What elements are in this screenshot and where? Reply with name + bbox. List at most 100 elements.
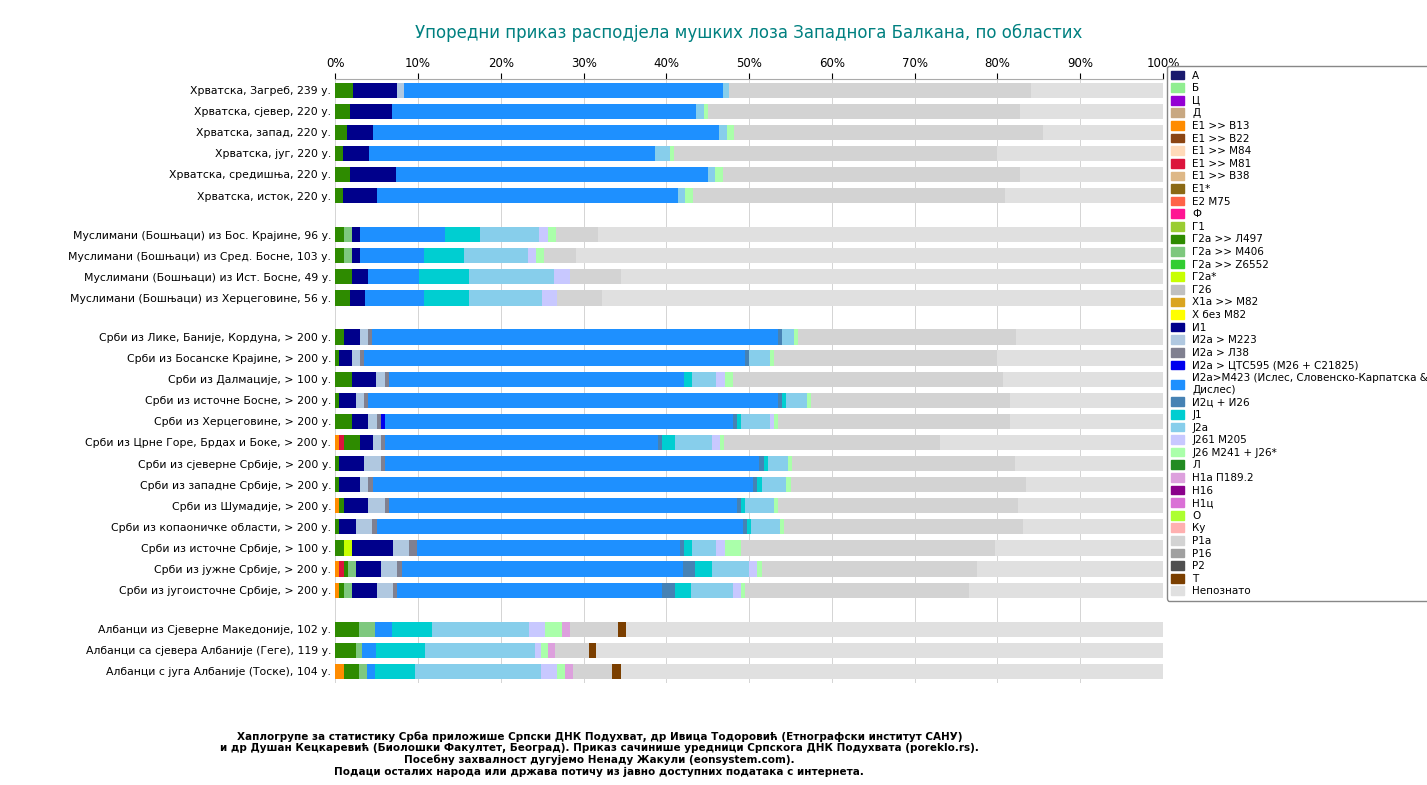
Bar (1010, 414, 1163, 429)
Bar (792, 456, 1015, 471)
Bar (390, 498, 736, 513)
Bar (344, 498, 368, 513)
Bar (385, 456, 759, 471)
Bar (541, 643, 548, 658)
Bar (529, 622, 545, 637)
Bar (685, 188, 694, 203)
Bar (555, 227, 598, 243)
Bar (716, 540, 725, 556)
Bar (692, 540, 716, 556)
Bar (350, 290, 365, 305)
Bar (464, 248, 528, 263)
Bar (1005, 188, 1163, 203)
Bar (544, 248, 577, 263)
Bar (995, 540, 1163, 556)
Bar (344, 227, 351, 243)
Bar (969, 582, 1163, 597)
Bar (749, 350, 771, 366)
Bar (997, 146, 1163, 161)
Bar (712, 561, 749, 577)
Bar (1015, 456, 1163, 471)
Bar (367, 664, 375, 679)
Bar (335, 664, 344, 679)
Bar (335, 582, 340, 597)
Bar (377, 188, 678, 203)
Bar (445, 227, 479, 243)
Bar (391, 104, 696, 119)
Bar (732, 582, 741, 597)
Bar (684, 371, 692, 387)
Bar (769, 414, 773, 429)
Bar (352, 414, 368, 429)
Bar (335, 456, 340, 471)
Bar (395, 167, 708, 182)
Bar (712, 435, 721, 450)
Bar (626, 622, 1163, 637)
Bar (997, 350, 1163, 366)
Bar (335, 330, 344, 345)
Bar (348, 561, 355, 577)
Bar (365, 290, 424, 305)
Bar (548, 643, 555, 658)
Bar (621, 269, 1163, 284)
Title: Упоредни приказ расподјела мушких лоза Западнога Балкана, по областих: Упоредни приказ расподјела мушких лоза З… (415, 24, 1083, 42)
Bar (377, 371, 384, 387)
Bar (350, 167, 395, 182)
Bar (708, 104, 1020, 119)
Bar (748, 519, 751, 535)
Bar (1020, 167, 1163, 182)
Bar (370, 146, 655, 161)
Bar (696, 104, 704, 119)
Bar (347, 125, 374, 140)
Bar (753, 477, 758, 492)
Bar (384, 371, 388, 387)
Bar (381, 435, 385, 450)
Bar (335, 519, 340, 535)
Bar (773, 498, 778, 513)
Bar (1003, 371, 1163, 387)
Bar (352, 269, 368, 284)
Bar (708, 167, 715, 182)
Bar (335, 622, 360, 637)
Bar (675, 435, 712, 450)
Bar (725, 435, 939, 450)
Bar (542, 290, 557, 305)
Bar (344, 664, 360, 679)
Bar (785, 519, 1023, 535)
Bar (662, 582, 675, 597)
Bar (360, 622, 375, 637)
Bar (618, 622, 626, 637)
Bar (795, 330, 798, 345)
Bar (401, 561, 684, 577)
Bar (548, 227, 555, 243)
Bar (335, 82, 352, 97)
Bar (410, 540, 417, 556)
Bar (782, 330, 795, 345)
Bar (778, 414, 1010, 429)
Bar (351, 540, 392, 556)
Bar (404, 82, 722, 97)
Bar (340, 456, 364, 471)
Bar (368, 477, 372, 492)
Bar (545, 622, 561, 637)
Bar (340, 477, 360, 492)
Bar (808, 392, 811, 408)
Bar (372, 330, 778, 345)
Bar (655, 146, 669, 161)
Bar (694, 188, 1005, 203)
Bar (778, 330, 782, 345)
Bar (479, 227, 539, 243)
Bar (763, 456, 768, 471)
Bar (782, 392, 786, 408)
Bar (589, 643, 595, 658)
Bar (602, 290, 1163, 305)
Bar (344, 540, 351, 556)
Bar (355, 519, 372, 535)
Bar (344, 561, 348, 577)
Bar (691, 582, 732, 597)
Bar (577, 248, 1163, 263)
Bar (335, 248, 344, 263)
Bar (377, 519, 743, 535)
Bar (535, 643, 541, 658)
Bar (335, 643, 355, 658)
